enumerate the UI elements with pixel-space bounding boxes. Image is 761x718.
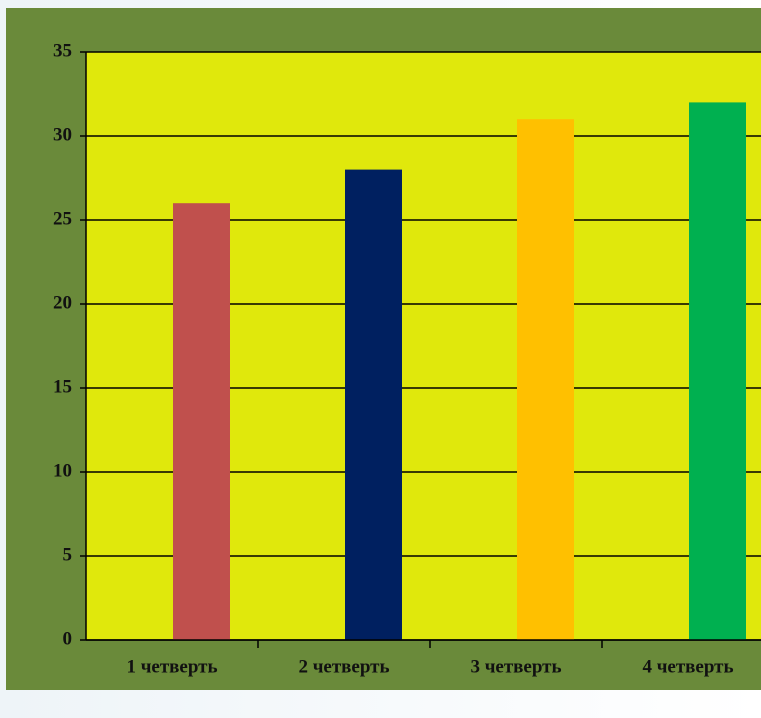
- x-tick-label: 4 четверть: [642, 656, 733, 677]
- x-tick-label: 3 четверть: [470, 656, 561, 677]
- bar: [345, 169, 402, 640]
- y-tick-label: 20: [53, 292, 72, 313]
- y-tick-label: 30: [53, 124, 72, 145]
- y-tick-label: 25: [53, 208, 72, 229]
- x-tick-label: 1 четверть: [126, 656, 217, 677]
- x-tick-label: 2 четверть: [298, 656, 389, 677]
- bar: [689, 102, 746, 640]
- y-tick-label: 15: [53, 376, 72, 397]
- y-tick-label: 35: [53, 40, 72, 61]
- bar: [173, 203, 230, 640]
- bar: [517, 119, 574, 640]
- y-tick-label: 0: [63, 628, 73, 649]
- y-tick-label: 5: [63, 544, 73, 565]
- y-tick-label: 10: [53, 460, 72, 481]
